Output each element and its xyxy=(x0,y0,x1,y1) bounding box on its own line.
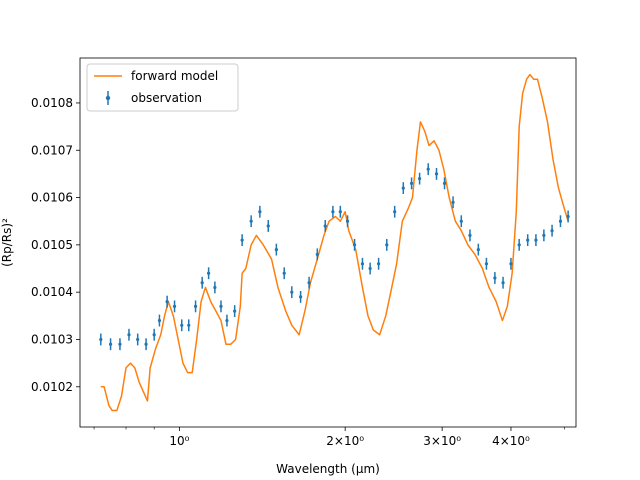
observation-point xyxy=(307,281,311,285)
observation-point xyxy=(393,210,397,214)
observation-point xyxy=(144,342,148,346)
observation-point xyxy=(434,172,439,176)
x-axis: 10⁰ 2×10⁰ 3×10⁰ 4×10⁰ xyxy=(93,427,565,448)
observation-point xyxy=(542,233,546,238)
y-tick-label: 0.0104 xyxy=(31,285,73,299)
observation-point xyxy=(368,266,372,271)
observation-point xyxy=(501,281,505,285)
observation-point xyxy=(376,262,381,266)
observation-point xyxy=(225,318,229,323)
y-tick-label: 0.0107 xyxy=(31,143,73,157)
observation-point xyxy=(484,262,489,266)
x-tick-label: 3×10⁰ xyxy=(423,434,461,448)
observation-point xyxy=(157,318,162,323)
y-tick-label: 0.0103 xyxy=(31,332,73,346)
observation-point xyxy=(566,214,570,219)
legend-point-marker xyxy=(105,95,111,101)
observation-point xyxy=(534,238,538,242)
observation-point xyxy=(172,304,177,308)
x-tick-label: 2×10⁰ xyxy=(326,434,364,448)
y-axis: 0.0102 0.0103 0.0104 0.0105 0.0106 0.0107 0.01… xyxy=(31,96,80,394)
observation-point xyxy=(290,290,294,294)
observation-point xyxy=(401,186,405,190)
observation-point xyxy=(409,181,414,185)
legend: forward model observation xyxy=(86,63,239,112)
legend-label: forward model xyxy=(131,69,218,83)
observation-point xyxy=(282,271,286,275)
forward-model-series xyxy=(100,73,569,412)
y-axis-label: (Rp/Rs)² xyxy=(0,218,14,267)
forward-model-line xyxy=(100,73,569,412)
observation-series xyxy=(99,163,570,351)
observation-point xyxy=(558,219,563,223)
observation-point xyxy=(417,177,422,181)
observation-point xyxy=(459,219,463,223)
observation-point xyxy=(274,247,278,252)
observation-point xyxy=(331,210,335,214)
observation-point xyxy=(187,323,191,327)
observation-point xyxy=(338,210,342,214)
observation-point xyxy=(315,252,319,256)
y-tick-label: 0.0106 xyxy=(31,191,73,205)
observation-point xyxy=(345,219,350,223)
observation-point xyxy=(426,167,430,171)
observation-point xyxy=(258,210,262,214)
observation-point xyxy=(193,304,198,308)
observation-point xyxy=(219,304,223,308)
observation-point xyxy=(442,181,447,185)
observation-point xyxy=(323,224,327,228)
observation-point xyxy=(493,276,497,280)
observation-point xyxy=(99,337,103,342)
observation-point xyxy=(180,323,184,327)
observation-point xyxy=(468,233,472,238)
observation-point xyxy=(127,333,131,337)
observation-point xyxy=(213,285,217,290)
observation-point xyxy=(118,342,122,346)
legend-label: observation xyxy=(131,91,202,105)
observation-point xyxy=(476,247,480,252)
observation-point xyxy=(152,333,156,337)
observation-point xyxy=(207,271,211,275)
y-tick-label: 0.0102 xyxy=(31,380,73,394)
axes-frame xyxy=(79,57,577,428)
observation-point xyxy=(360,262,365,266)
observation-point xyxy=(526,238,530,242)
observation-point xyxy=(451,200,455,204)
observation-point xyxy=(200,281,204,285)
legend-box xyxy=(86,63,239,112)
observation-point xyxy=(509,262,513,266)
observation-point xyxy=(299,295,303,299)
observation-point xyxy=(385,243,389,247)
observation-point xyxy=(136,337,140,342)
observation-point xyxy=(352,243,357,247)
observation-point xyxy=(165,300,169,304)
y-tick-label: 0.0108 xyxy=(31,96,73,110)
observation-point xyxy=(517,243,521,247)
x-axis-label: Wavelength (μm) xyxy=(276,462,380,476)
x-tick-label: 4×10⁰ xyxy=(492,434,530,448)
observation-point xyxy=(233,309,237,313)
observation-point xyxy=(249,219,253,223)
observation-point xyxy=(266,224,270,228)
observation-point xyxy=(108,342,113,346)
observation-point xyxy=(240,238,244,242)
y-tick-label: 0.0105 xyxy=(31,238,73,252)
x-tick-label: 10⁰ xyxy=(169,434,189,448)
observation-point xyxy=(550,229,554,233)
